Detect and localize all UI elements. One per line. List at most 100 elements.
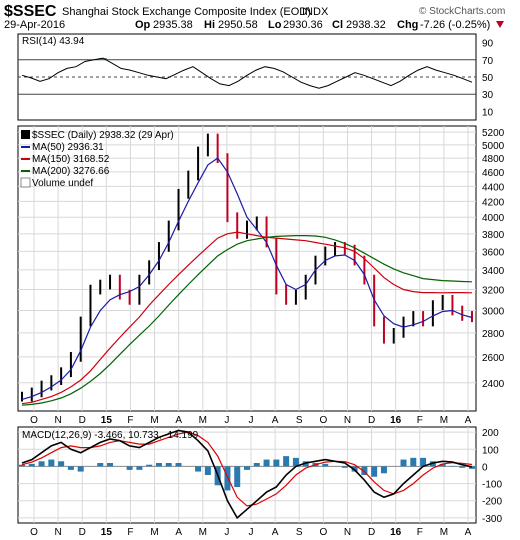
close-label: Cl [332, 19, 343, 31]
price-x-tick: A [465, 415, 472, 426]
macd-hist-bar [146, 464, 153, 467]
macd-x-tick: J [224, 527, 229, 538]
rsi-tick-label: 10 [482, 107, 494, 118]
macd-hist-bar [322, 463, 329, 467]
legend-ma150: MA(150) 3168.52 [32, 154, 110, 165]
low-value: 2930.36 [283, 19, 323, 31]
legend-price: $SSEC (Daily) 2938.32 (29 Apr) [32, 130, 174, 141]
price-x-tick: N [344, 415, 351, 426]
macd-hist-bar [77, 466, 84, 472]
macd-hist-bar [273, 459, 280, 467]
ma150-line [21, 231, 473, 405]
legend-ma200: MA(200) 3276.66 [32, 166, 110, 177]
rsi-tick-label: 50 [482, 73, 494, 84]
macd-hist-bar [263, 459, 270, 467]
macd-x-tick: M [199, 527, 207, 538]
low-label: Lo [268, 19, 282, 31]
price-y-tick: 3200 [482, 286, 505, 297]
macd-hist-bar [165, 463, 172, 467]
price-y-tick: 4600 [482, 168, 505, 179]
price-y-tick: 5200 [482, 128, 505, 139]
macd-hist-bar [302, 461, 309, 467]
macd-hist-bar [449, 465, 456, 467]
macd-y-tick: -100 [482, 480, 502, 491]
macd-hist-bar [48, 459, 55, 467]
ma50-line [21, 157, 473, 400]
down-triangle-icon [496, 21, 504, 28]
price-x-tick: M [150, 415, 158, 426]
macd-hist-bar [371, 466, 378, 477]
macd-x-tick: M [150, 527, 158, 538]
rsi-tick-label: 90 [482, 39, 494, 50]
open-label: Op [135, 19, 151, 31]
macd-hist-bar [292, 457, 299, 467]
macd-x-tick: O [319, 527, 327, 538]
price-y-tick: 2400 [482, 379, 505, 390]
macd-x-tick: N [54, 527, 61, 538]
macd-hist-bar [28, 463, 35, 467]
rsi-line [21, 57, 473, 89]
macd-hist-bar [244, 466, 250, 470]
macd-x-tick: A [272, 527, 279, 538]
macd-hist-bar [107, 463, 114, 467]
macd-y-tick: 0 [482, 462, 488, 473]
price-y-tick: 4400 [482, 182, 505, 193]
macd-hist-bar [469, 466, 475, 469]
price-x-tick: A [272, 415, 279, 426]
rsi-layer: 90 70 50 30 10 [18, 39, 494, 118]
price-x-tick: O [319, 415, 327, 426]
price-x-tick: S [296, 415, 303, 426]
index-name: Shanghai Stock Exchange Composite Index … [62, 6, 311, 18]
macd-x-tick: F [417, 527, 423, 538]
rsi-title: RSI(14) 43.94 [22, 36, 85, 47]
macd-y-tick: -300 [482, 514, 502, 525]
price-x-tick: 15 [101, 415, 113, 426]
price-panel [17, 125, 477, 412]
change-value: -7.26 (-0.25%) [420, 19, 490, 31]
price-y-tick: 3000 [482, 306, 505, 317]
macd-x-tick: F [127, 527, 133, 538]
price-x-tick: A [175, 415, 182, 426]
macd-title: MACD(12,26,9) -3.466, 10.733, -14.199 [22, 430, 199, 441]
macd-x-tick: N [344, 527, 351, 538]
rsi-tick-label: 30 [482, 90, 494, 101]
macd-hist-bar [400, 459, 407, 467]
macd-x-tick: A [175, 527, 182, 538]
legend-ma50: MA(50) 2936.31 [32, 142, 104, 153]
price-x-tick: F [417, 415, 423, 426]
macd-hist-bar [19, 464, 25, 467]
macd-hist-bar [439, 463, 446, 467]
macd-hist-bar [420, 457, 427, 467]
price-x-tick: O [30, 415, 38, 426]
macd-x-tick: A [465, 527, 472, 538]
macd-hist-bar [459, 466, 466, 468]
price-x-tick: D [368, 415, 375, 426]
price-y-tick: 2800 [482, 329, 505, 340]
macd-hist-bar [361, 466, 368, 475]
quote-date: 29-Apr-2016 [4, 19, 65, 31]
price-y-tick: 4000 [482, 213, 505, 224]
macd-hist-bar [283, 456, 290, 467]
macd-hist-bar [126, 466, 133, 470]
macd-x-tick: 16 [390, 527, 402, 538]
macd-hist-bar [410, 457, 417, 467]
macd-hist-bar [155, 463, 162, 467]
macd-x-tick: 15 [101, 527, 113, 538]
macd-x-tick: O [30, 527, 38, 538]
price-y-tick: 4200 [482, 197, 505, 208]
rsi-overbought-fill [99, 58, 107, 60]
macd-hist-bar [97, 463, 104, 467]
macd-hist-bar [234, 466, 241, 487]
macd-x-tick: J [249, 527, 254, 538]
price-x-tick: M [199, 415, 207, 426]
open-value: 2935.38 [153, 19, 193, 31]
macd-hist-bar [253, 463, 260, 467]
macd-hist-bar [136, 466, 143, 470]
macd-hist-bar [224, 466, 231, 491]
macd-y-tick: 100 [482, 445, 499, 456]
close-value: 2938.32 [346, 19, 386, 31]
macd-signal-line [21, 431, 473, 507]
macd-hist-bar [195, 466, 202, 472]
macd-hist-bar [204, 466, 211, 475]
